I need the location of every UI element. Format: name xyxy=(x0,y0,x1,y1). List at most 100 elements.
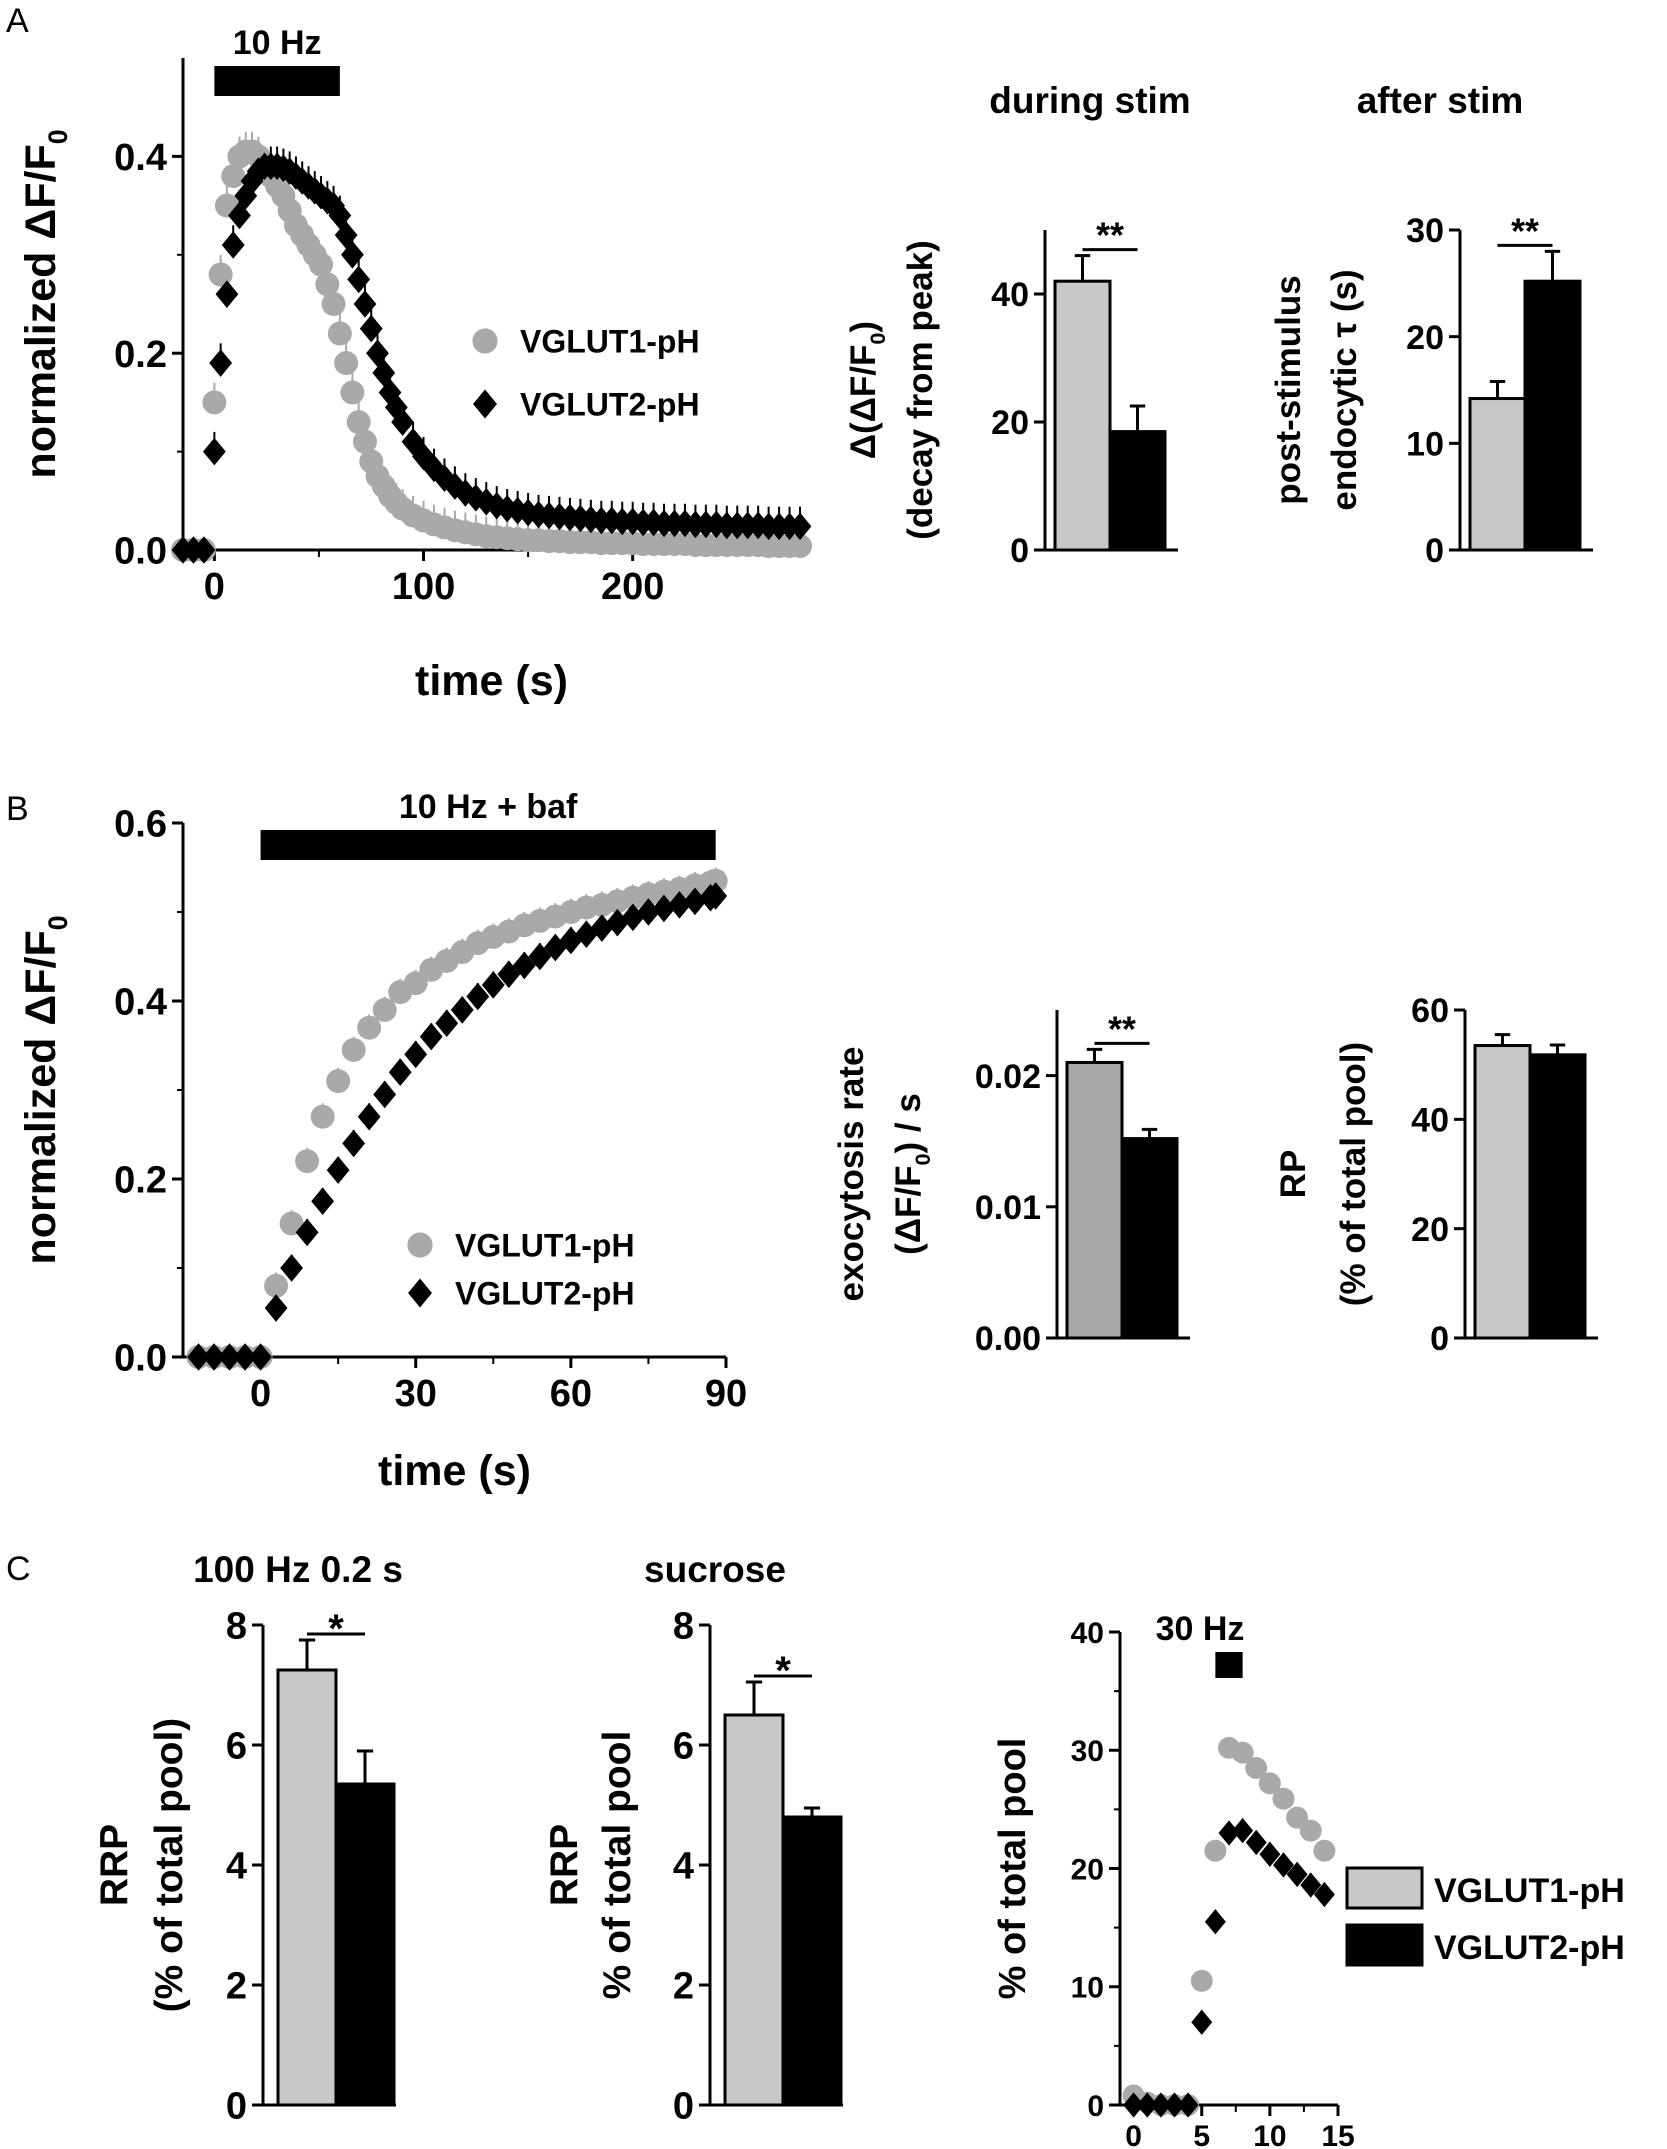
C3-vglut2-point-9 xyxy=(1245,1829,1267,1856)
C3-vglut2-point-7 xyxy=(1218,1820,1240,1846)
A2-title: during stim xyxy=(989,80,1190,121)
B1-vglut2-point-29 xyxy=(637,898,660,926)
C3-stim-label: 30 Hz xyxy=(1156,1610,1245,1648)
B1-vglut2-point-31 xyxy=(668,891,691,919)
B1-ytick-label: 0.4 xyxy=(114,982,167,1024)
legend-label: VGLUT2-pH xyxy=(1434,1929,1625,1967)
A1-vglut1-point-24 xyxy=(334,351,359,376)
C3-vglut1-point-10 xyxy=(1258,1772,1281,1795)
C3-vglut2-point-11 xyxy=(1273,1852,1294,1878)
A3-ytick-label: 10 xyxy=(1406,426,1444,464)
C3-ytick-label: 30 xyxy=(1071,1735,1104,1768)
panel-label-a: A xyxy=(6,2,29,40)
B3-ytick-label: 20 xyxy=(1411,1211,1449,1249)
B1-vglut2-point-10 xyxy=(342,1129,366,1158)
B1-vglut1-point-6 xyxy=(279,1211,304,1236)
A2-bar-vglut1 xyxy=(1053,279,1112,552)
A1-vglut1-point-6 xyxy=(221,164,246,189)
B1-vglut2-point-13 xyxy=(388,1058,412,1086)
A1-vglut2-point-5 xyxy=(215,280,239,308)
B1-vglut2-point-18 xyxy=(466,982,490,1011)
C3-xtick-label: 15 xyxy=(1321,2120,1354,2149)
B2-ytick-label: 0.02 xyxy=(975,1058,1041,1096)
C1-bar-vglut1 xyxy=(276,1668,338,2107)
A1-vglut2-point-4 xyxy=(209,349,233,377)
B1-vglut2-point-6 xyxy=(280,1254,303,1282)
C3-stim-bar xyxy=(1215,1652,1243,1678)
A1-vglut1-point-27 xyxy=(352,429,377,454)
B3-bar-vglut1 xyxy=(1473,1044,1532,1340)
B3-bar-vglut2 xyxy=(1528,1053,1587,1340)
C3-vglut2-point-10 xyxy=(1259,1841,1281,1867)
A1-xtick-label: 200 xyxy=(601,566,664,608)
A1-vglut2-point-3 xyxy=(202,437,226,466)
C3-vglut1-point-11 xyxy=(1272,1787,1295,1810)
C1-ylabel-line: (% of total pool) xyxy=(148,1718,191,2013)
legend-swatch-vglut1 xyxy=(1345,1866,1424,1910)
C3-vglut2-point-13 xyxy=(1300,1872,1322,1898)
C2-bar-vglut1 xyxy=(723,1713,785,2107)
B1-vglut1-point-14 xyxy=(403,971,428,996)
A1-xtick-label: 0 xyxy=(204,566,225,608)
A1-ytick-label: 0.2 xyxy=(114,334,167,376)
B1-vglut2-point-16 xyxy=(435,1009,459,1038)
C1-bar-vglut2 xyxy=(334,1782,396,2107)
B1-vglut2-point-1 xyxy=(202,1343,226,1371)
A1-vglut2-point-43 xyxy=(495,494,519,523)
A2-ytick-label: 0 xyxy=(1010,532,1029,570)
A3-ylabel-line: endocytic τ (s) xyxy=(1325,269,1364,510)
B1-stim-bar xyxy=(260,830,716,860)
B1-vglut2-point-4 xyxy=(249,1343,272,1371)
B1-vglut1-point-8 xyxy=(310,1104,335,1129)
C3-vglut2-point-2 xyxy=(1150,2092,1172,2118)
C1-ylabel-line: RRP xyxy=(93,1824,136,1906)
C2-ytick-label: 4 xyxy=(673,1846,694,1888)
panel-label-c: C xyxy=(6,1550,31,1588)
A1-vglut2-point-37 xyxy=(433,464,456,492)
legend-swatch-vglut2 xyxy=(1345,1923,1424,1967)
C3-ylabel: % of total pool xyxy=(992,1738,1034,2000)
C3-vglut2-point-1 xyxy=(1136,2092,1158,2118)
C3-vglut1-point-13 xyxy=(1299,1819,1322,1842)
panel-label-b: B xyxy=(6,790,29,828)
A1-stim-bar xyxy=(214,66,340,96)
B1-vglut2-point-22 xyxy=(528,942,552,971)
B1-vglut2-point-12 xyxy=(373,1080,397,1109)
B1-vglut2-point-19 xyxy=(481,971,505,999)
B2-ytick-label: 0.00 xyxy=(975,1320,1041,1358)
C3-vglut2-point-0 xyxy=(1123,2092,1145,2118)
A1-vglut2-point-2 xyxy=(192,536,216,564)
A1-legend-marker-point-0 xyxy=(472,328,498,354)
A3-ytick-label: 30 xyxy=(1406,212,1444,250)
A3-title: after stim xyxy=(1357,80,1524,121)
B2-bar-vglut2 xyxy=(1120,1137,1179,1340)
A3-ylabel-line: post-stimulus xyxy=(1269,275,1308,504)
A1-vglut2-point-30 xyxy=(372,359,396,387)
B3-ylabel-line: (% of total pool) xyxy=(1334,1042,1373,1306)
A1-legend-label: VGLUT2-pH xyxy=(520,387,700,423)
C3-ytick-label: 40 xyxy=(1071,1617,1104,1650)
B1-vglut2-point-30 xyxy=(652,894,676,923)
B1-xlabel: time (s) xyxy=(378,1447,531,1495)
A1-vglut2-point-41 xyxy=(474,487,498,516)
A1-ytick-label: 0.4 xyxy=(114,137,167,179)
C3-ytick-label: 10 xyxy=(1071,1972,1104,2005)
C3-xtick-label: 10 xyxy=(1253,2120,1286,2149)
B2-ytick-label: 0.01 xyxy=(975,1189,1041,1227)
C1-significance: * xyxy=(328,1607,344,1651)
A1-vglut1-point-21 xyxy=(315,272,340,297)
A1-ytick-label: 0.0 xyxy=(114,531,167,573)
A1-vglut2-point-25 xyxy=(341,241,364,269)
B1-ylabel: normalized ΔF/F0 xyxy=(17,915,73,1264)
B3-ytick-label: 60 xyxy=(1411,992,1449,1030)
A2-ylabel-line: Δ(ΔF/F0) xyxy=(844,321,890,459)
A1-vglut2-point-33 xyxy=(391,408,415,436)
A1-vglut1-point-20 xyxy=(309,252,334,277)
B1-vglut1-point-11 xyxy=(357,1015,382,1040)
A1-vglut1-point-4 xyxy=(208,262,233,287)
B1-vglut2-point-8 xyxy=(311,1187,335,1216)
B1-ytick-label: 0.6 xyxy=(114,804,167,846)
B1-vglut2-point-14 xyxy=(404,1040,428,1069)
